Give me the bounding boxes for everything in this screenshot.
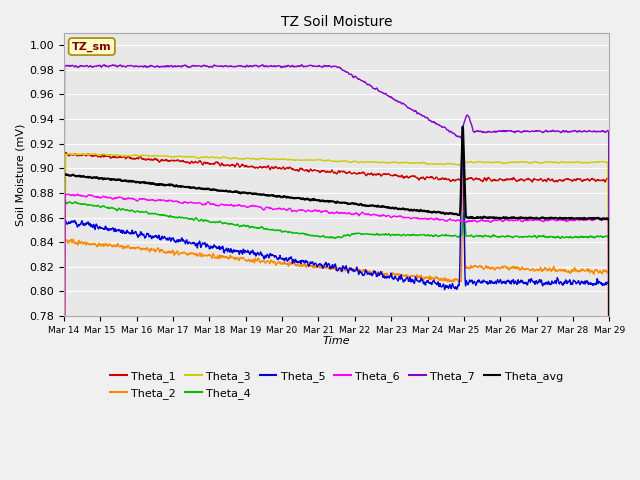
Theta_5 bbox=[458, 124, 466, 130]
Line: Theta_7: Theta_7 bbox=[64, 65, 609, 480]
Theta_4 bbox=[292, 230, 300, 236]
Theta_3 bbox=[292, 157, 300, 163]
Theta_7 bbox=[371, 86, 378, 92]
Line: Theta_2: Theta_2 bbox=[64, 134, 609, 480]
Theta_5 bbox=[124, 229, 132, 235]
Theta_1 bbox=[292, 168, 300, 173]
Theta_2 bbox=[312, 265, 320, 271]
Line: Theta_avg: Theta_avg bbox=[64, 127, 609, 480]
Theta_3 bbox=[371, 159, 378, 165]
Theta_5 bbox=[303, 258, 310, 264]
Theta_4 bbox=[102, 204, 110, 210]
Theta_avg bbox=[102, 176, 110, 182]
Legend: Theta_1, Theta_2, Theta_3, Theta_4, Theta_5, Theta_6, Theta_7, Theta_avg: Theta_1, Theta_2, Theta_3, Theta_4, Thet… bbox=[106, 367, 568, 403]
Theta_5 bbox=[312, 262, 320, 267]
Theta_4 bbox=[371, 231, 378, 237]
Theta_avg bbox=[124, 179, 132, 184]
Line: Theta_4: Theta_4 bbox=[64, 201, 609, 480]
Line: Theta_5: Theta_5 bbox=[64, 127, 609, 480]
Theta_7 bbox=[313, 63, 321, 69]
Theta_7 bbox=[124, 63, 132, 69]
Title: TZ Soil Moisture: TZ Soil Moisture bbox=[281, 15, 392, 29]
Theta_4 bbox=[313, 233, 321, 239]
Theta_6 bbox=[125, 195, 132, 201]
Theta_1 bbox=[61, 150, 69, 156]
Theta_avg bbox=[312, 197, 320, 203]
Theta_3 bbox=[313, 157, 321, 163]
Theta_5 bbox=[371, 269, 378, 275]
Theta_3 bbox=[303, 157, 311, 163]
Theta_1 bbox=[125, 154, 132, 159]
Theta_6 bbox=[371, 212, 378, 217]
Theta_2 bbox=[291, 261, 299, 267]
Theta_6 bbox=[102, 194, 110, 200]
Theta_1 bbox=[102, 153, 110, 159]
Theta_7 bbox=[291, 63, 299, 69]
Theta_6 bbox=[74, 191, 82, 197]
Theta_2 bbox=[124, 242, 132, 248]
Theta_avg bbox=[371, 203, 378, 209]
X-axis label: Time: Time bbox=[323, 336, 350, 346]
Theta_6 bbox=[313, 208, 321, 214]
Line: Theta_6: Theta_6 bbox=[64, 194, 609, 480]
Theta_4 bbox=[303, 232, 311, 238]
Theta_6 bbox=[292, 208, 300, 214]
Theta_6 bbox=[303, 208, 311, 214]
Theta_1 bbox=[303, 167, 311, 173]
Theta_3 bbox=[91, 151, 99, 156]
Theta_7 bbox=[102, 63, 110, 69]
Theta_3 bbox=[102, 152, 110, 158]
Theta_2 bbox=[460, 131, 467, 137]
Line: Theta_1: Theta_1 bbox=[64, 153, 609, 480]
Text: TZ_sm: TZ_sm bbox=[72, 41, 111, 52]
Theta_4 bbox=[61, 198, 69, 204]
Theta_avg bbox=[459, 124, 467, 130]
Theta_2 bbox=[371, 269, 378, 275]
Theta_7 bbox=[298, 62, 305, 68]
Theta_3 bbox=[125, 153, 132, 159]
Theta_5 bbox=[102, 224, 110, 229]
Line: Theta_3: Theta_3 bbox=[64, 154, 609, 480]
Theta_4 bbox=[125, 207, 132, 213]
Theta_5 bbox=[291, 256, 299, 262]
Theta_1 bbox=[313, 168, 321, 174]
Y-axis label: Soil Moisture (mV): Soil Moisture (mV) bbox=[15, 123, 25, 226]
Theta_7 bbox=[303, 63, 311, 69]
Theta_1 bbox=[371, 171, 378, 177]
Theta_2 bbox=[102, 240, 110, 246]
Theta_avg bbox=[291, 195, 299, 201]
Theta_avg bbox=[303, 196, 310, 202]
Theta_2 bbox=[303, 264, 310, 270]
